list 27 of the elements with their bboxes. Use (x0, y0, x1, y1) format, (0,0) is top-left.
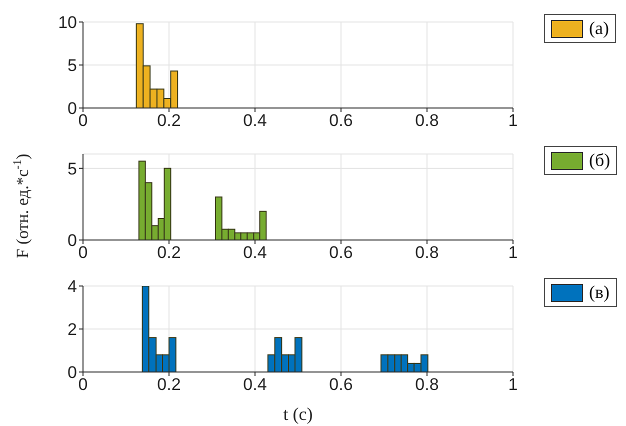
x-tick-label: 0.6 (329, 243, 353, 262)
x-tick-label: 0.6 (329, 375, 353, 394)
x-tick-label: 1 (508, 375, 518, 394)
y-tick-label: 4 (68, 277, 77, 296)
x-tick-label: 0.2 (157, 243, 181, 262)
y-tick-label: 5 (68, 56, 77, 76)
legend-label: (б) (589, 150, 610, 171)
x-tick-label: 0.8 (415, 375, 439, 394)
x-tick-label: 0.4 (243, 243, 267, 262)
x-tick-label: 0.8 (415, 111, 439, 130)
y-tick-label: 10 (58, 13, 77, 32)
x-tick-label: 0.8 (415, 243, 439, 262)
x-tick-label: 0.2 (157, 375, 181, 394)
y-tick-label: 0 (68, 231, 77, 250)
legend-label: (а) (589, 18, 609, 39)
y-tick-label: 2 (68, 320, 77, 340)
legend-label: (в) (589, 282, 610, 303)
x-tick-label: 0.2 (157, 111, 181, 130)
x-tick-label: 0.6 (329, 111, 353, 130)
x-axis-title: t (с) (282, 404, 314, 425)
y-tick-label: 0 (68, 363, 77, 382)
x-tick-label: 0.4 (243, 111, 267, 130)
y-tick-label: 0 (68, 99, 77, 118)
x-tick-label: 1 (508, 243, 518, 262)
x-tick-label: 0.4 (243, 375, 267, 394)
y-tick-label: 5 (68, 159, 77, 178)
x-tick-label: 1 (508, 111, 518, 130)
